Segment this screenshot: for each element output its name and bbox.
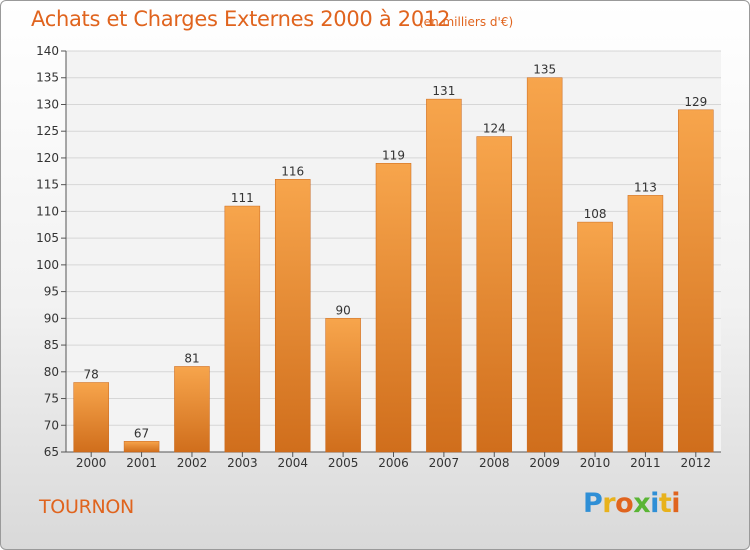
bar bbox=[426, 98, 462, 453]
x-tick-label: 2001 bbox=[126, 456, 157, 470]
y-tick-label: 70 bbox=[44, 418, 59, 432]
bar-value-label: 108 bbox=[584, 207, 607, 221]
bar bbox=[627, 195, 664, 453]
bar-value-label: 124 bbox=[483, 122, 506, 136]
y-tick-label: 100 bbox=[36, 258, 59, 272]
y-tick-label: 80 bbox=[44, 365, 59, 379]
x-tick-label: 2011 bbox=[630, 456, 661, 470]
x-tick-label: 2005 bbox=[328, 456, 359, 470]
x-tick-label: 2007 bbox=[429, 456, 460, 470]
bar bbox=[274, 179, 311, 453]
x-tick-label: 2009 bbox=[529, 456, 560, 470]
bar bbox=[476, 136, 513, 453]
y-tick-label: 125 bbox=[36, 124, 59, 138]
x-tick-label: 2008 bbox=[479, 456, 510, 470]
y-tick-label: 135 bbox=[36, 71, 59, 85]
x-tick-label: 2000 bbox=[76, 456, 107, 470]
bar-value-label: 135 bbox=[533, 63, 556, 77]
y-tick-label: 85 bbox=[44, 338, 59, 352]
y-tick-label: 65 bbox=[44, 445, 59, 459]
city-name: TOURNON bbox=[39, 496, 134, 518]
y-tick-label: 115 bbox=[36, 178, 59, 192]
x-tick-label: 2003 bbox=[227, 456, 258, 470]
y-tick-label: 90 bbox=[44, 311, 59, 325]
bar bbox=[73, 382, 109, 453]
y-tick-label: 130 bbox=[36, 97, 59, 111]
bar-value-label: 90 bbox=[335, 303, 350, 317]
y-tick-label: 120 bbox=[36, 151, 59, 165]
bar bbox=[678, 109, 714, 453]
chart-subtitle: (en milliers d'€) bbox=[419, 15, 514, 29]
y-tick-label: 75 bbox=[44, 392, 59, 406]
bar bbox=[526, 77, 563, 453]
y-tick-label: 110 bbox=[36, 204, 59, 218]
chart-title: Achats et Charges Externes 2000 à 2012 bbox=[31, 7, 451, 31]
bar bbox=[224, 205, 261, 453]
bar-value-label: 67 bbox=[134, 426, 149, 440]
bar-value-label: 119 bbox=[382, 148, 405, 162]
bar-value-label: 131 bbox=[432, 84, 455, 98]
bar-value-label: 78 bbox=[84, 367, 99, 381]
y-tick-label: 140 bbox=[36, 44, 59, 58]
x-tick-label: 2012 bbox=[681, 456, 712, 470]
proxiti-logo: Proxiti bbox=[583, 488, 681, 519]
y-tick-label: 105 bbox=[36, 231, 59, 245]
bar bbox=[174, 366, 210, 453]
bar-value-label: 129 bbox=[684, 95, 707, 109]
bar-value-label: 113 bbox=[634, 180, 657, 194]
x-tick-label: 2010 bbox=[580, 456, 611, 470]
bar-value-label: 116 bbox=[281, 164, 304, 178]
bar-value-label: 81 bbox=[184, 351, 199, 365]
x-tick-label: 2004 bbox=[277, 456, 308, 470]
x-tick-label: 2002 bbox=[177, 456, 208, 470]
bar bbox=[577, 221, 613, 453]
bar bbox=[123, 441, 160, 453]
bar bbox=[375, 163, 412, 453]
bar bbox=[325, 318, 361, 453]
x-tick-label: 2006 bbox=[378, 456, 409, 470]
bar-value-label: 111 bbox=[231, 191, 254, 205]
y-tick-label: 95 bbox=[44, 285, 59, 299]
